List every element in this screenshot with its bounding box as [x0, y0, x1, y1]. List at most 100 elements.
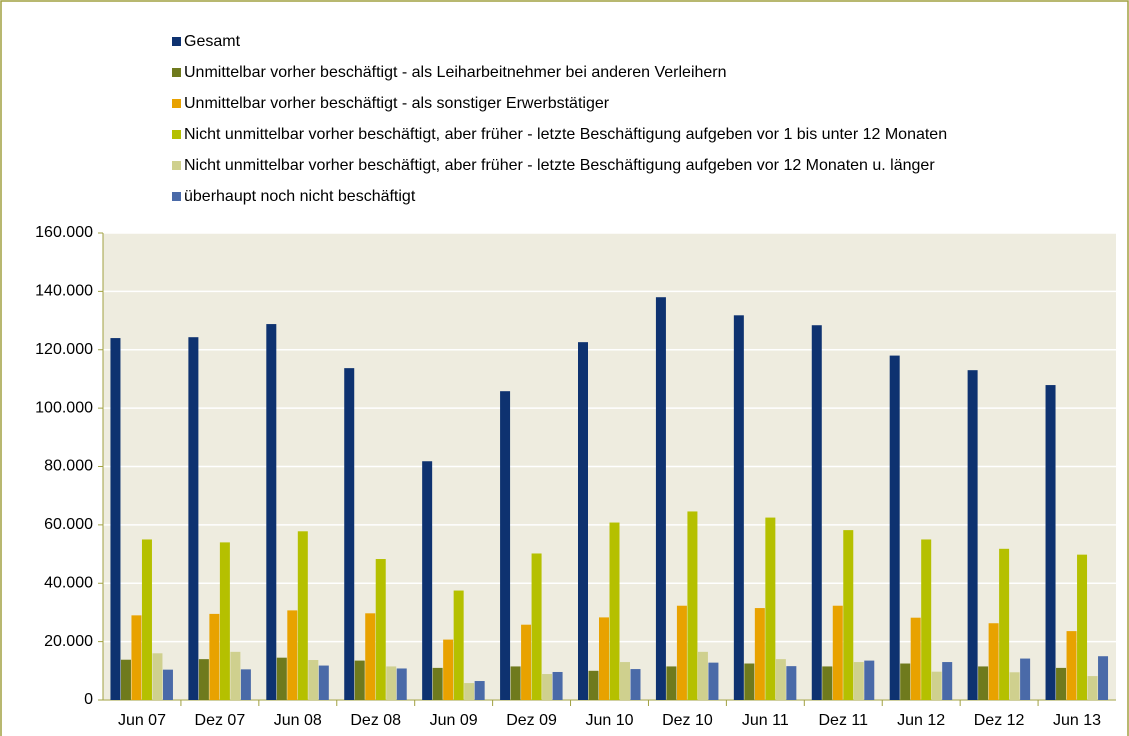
bar	[453, 590, 464, 700]
legend-label: Nicht unmittelbar vorher beschäftigt, ab…	[184, 126, 947, 143]
bar	[521, 624, 532, 700]
bar	[697, 651, 708, 700]
legend-label: Unmittelbar vorher beschäftigt - als Lei…	[184, 64, 727, 81]
bar	[287, 610, 298, 700]
bar	[198, 659, 209, 700]
bar	[832, 605, 843, 700]
bar	[599, 617, 609, 700]
bar	[531, 553, 542, 700]
bar	[578, 342, 588, 700]
bar	[775, 659, 786, 700]
y-tick-label: 100.000	[35, 399, 93, 416]
legend-swatch	[172, 68, 181, 77]
bar	[620, 662, 630, 700]
bar	[864, 660, 875, 700]
bar	[510, 666, 521, 700]
bar	[308, 660, 319, 700]
bar	[1087, 676, 1098, 700]
y-tick-label: 40.000	[44, 574, 93, 591]
bar	[365, 613, 376, 700]
bar	[978, 666, 989, 700]
bar	[921, 539, 932, 700]
bar	[588, 670, 599, 700]
bar	[1009, 672, 1020, 700]
bar	[120, 659, 131, 700]
bar	[910, 617, 921, 700]
legend-swatch	[172, 192, 181, 201]
x-tick-label: Dez 12	[974, 712, 1025, 729]
bar	[162, 669, 173, 700]
bar	[931, 671, 942, 700]
bar	[188, 337, 199, 700]
bar	[942, 662, 953, 700]
bar	[765, 517, 776, 700]
bar	[276, 657, 287, 700]
legend-swatch	[172, 161, 181, 170]
bar	[464, 683, 475, 700]
x-tick-label: Dez 07	[195, 712, 246, 729]
bar	[219, 542, 230, 700]
y-tick-label: 20.000	[44, 633, 93, 650]
bar	[318, 665, 329, 700]
bar	[822, 666, 833, 700]
legend-label: Unmittelbar vorher beschäftigt - als son…	[184, 95, 610, 112]
x-tick-label: Dez 10	[662, 712, 713, 729]
legend-swatch	[172, 37, 181, 46]
bar	[344, 368, 355, 700]
bar	[432, 667, 443, 700]
x-tick-label: Jun 11	[742, 712, 789, 729]
bar	[297, 531, 308, 700]
bar	[999, 548, 1010, 700]
bar	[354, 660, 365, 700]
y-tick-label: 0	[84, 691, 93, 708]
bar	[1077, 554, 1088, 700]
y-tick-label: 140.000	[35, 283, 93, 300]
x-tick-label: Jun 08	[274, 712, 322, 729]
bar	[1066, 631, 1077, 700]
bar	[988, 623, 999, 700]
x-tick-label: Dez 09	[506, 712, 557, 729]
bar	[676, 605, 687, 700]
y-tick-label: 160.000	[35, 224, 93, 241]
x-tick-label: Jun 12	[897, 712, 945, 729]
legend-swatch	[172, 130, 181, 139]
bar	[843, 530, 854, 700]
bar	[733, 315, 744, 700]
bar	[474, 681, 485, 700]
x-tick-label: Dez 11	[819, 712, 869, 729]
bar	[609, 522, 620, 700]
bar	[1098, 656, 1109, 700]
x-tick-label: Jun 09	[430, 712, 478, 729]
bar	[708, 662, 719, 700]
bar	[687, 511, 698, 700]
legend-label: Gesamt	[184, 33, 241, 50]
bar	[443, 639, 454, 700]
bar	[386, 666, 397, 700]
bar	[542, 674, 553, 700]
x-tick-label: Jun 07	[118, 712, 166, 729]
legend-label: überhaupt noch nicht beschäftigt	[184, 188, 416, 205]
legend-swatch	[172, 99, 181, 108]
y-tick-label: 80.000	[44, 458, 93, 475]
bar	[240, 669, 251, 700]
y-tick-label: 120.000	[35, 341, 93, 358]
bar	[500, 391, 511, 700]
bar	[1020, 658, 1031, 700]
bar	[422, 461, 433, 700]
bar	[1045, 385, 1056, 700]
x-tick-label: Dez 08	[350, 712, 401, 729]
bar	[744, 663, 755, 700]
bar	[110, 338, 121, 700]
bar	[630, 669, 641, 700]
bar	[209, 613, 220, 700]
bar	[230, 651, 241, 700]
bar	[967, 370, 978, 700]
legend-label: Nicht unmittelbar vorher beschäftigt, ab…	[184, 157, 935, 174]
x-tick-label: Jun 10	[585, 712, 633, 729]
bar	[375, 559, 386, 700]
bar	[552, 671, 563, 700]
bar	[141, 539, 152, 700]
bar	[655, 297, 666, 700]
bar	[889, 355, 900, 700]
